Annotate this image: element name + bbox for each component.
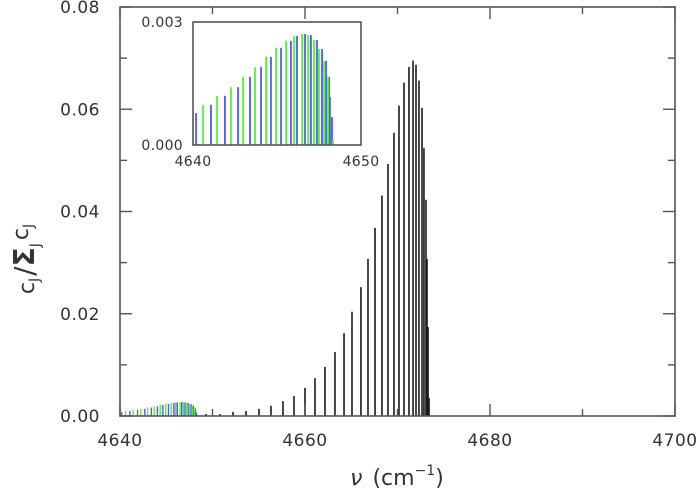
inset-plot: 4640 4650 0.000 0.003 bbox=[141, 15, 379, 170]
inset-x-tick-label: 4640 bbox=[175, 154, 212, 170]
main-tick-labels: 4640 4660 4680 4700 0.00 0.02 0.04 0.06 0.08 bbox=[60, 0, 697, 451]
x-tick-label: 4660 bbox=[282, 431, 327, 451]
inset-plot-bars bbox=[195, 33, 334, 145]
y-tick-label: 0.04 bbox=[60, 203, 100, 223]
inset-y-tick-label: 0.003 bbox=[141, 15, 183, 31]
y-axis-label: cJ/ΣJcJ bbox=[8, 224, 44, 294]
inset-background bbox=[193, 22, 361, 145]
inset-y-tick-label: 0.000 bbox=[141, 138, 183, 154]
svg-text:cJ/ΣJcJ: cJ/ΣJcJ bbox=[8, 224, 44, 294]
y-tick-label: 0.08 bbox=[60, 0, 100, 18]
y-tick-label: 0.00 bbox=[60, 407, 100, 427]
x-tick-label: 4640 bbox=[97, 431, 142, 451]
svg-text:ν(cm−1): ν (cm−1) bbox=[350, 463, 444, 491]
x-axis-label: ν (cm−1) bbox=[350, 463, 444, 491]
inset-tick-labels: 4640 4650 0.000 0.003 bbox=[141, 15, 379, 170]
inset-frame bbox=[192, 21, 362, 146]
y-tick-label: 0.02 bbox=[60, 305, 100, 325]
x-tick-label: 4700 bbox=[652, 431, 697, 451]
main-plot-axes bbox=[119, 6, 676, 417]
main-plot-bars bbox=[120, 60, 430, 416]
y-tick-label: 0.06 bbox=[60, 100, 100, 120]
x-tick-label: 4680 bbox=[467, 431, 512, 451]
inset-x-tick-label: 4650 bbox=[343, 154, 380, 170]
